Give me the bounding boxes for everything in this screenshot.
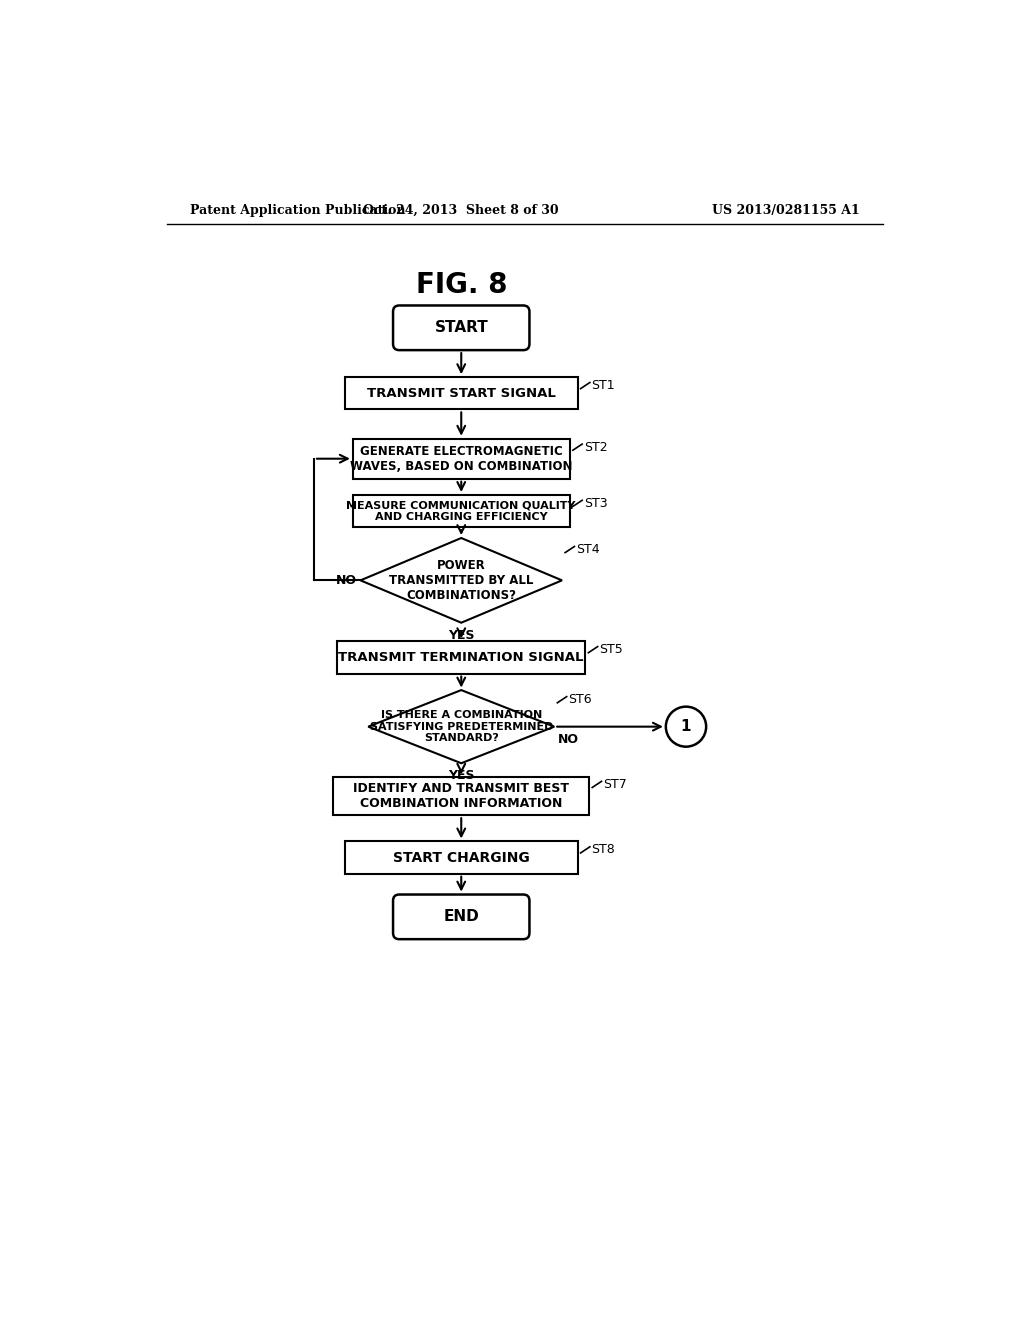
Text: Oct. 24, 2013  Sheet 8 of 30: Oct. 24, 2013 Sheet 8 of 30 bbox=[364, 205, 559, 218]
Text: Patent Application Publication: Patent Application Publication bbox=[190, 205, 406, 218]
Polygon shape bbox=[369, 690, 554, 763]
Bar bbox=[352, 438, 569, 479]
Text: IS THERE A COMBINATION
SATISFYING PREDETERMINED
STANDARD?: IS THERE A COMBINATION SATISFYING PREDET… bbox=[370, 710, 553, 743]
Text: START: START bbox=[434, 321, 488, 335]
Text: 1: 1 bbox=[681, 719, 691, 734]
Text: ST6: ST6 bbox=[568, 693, 592, 706]
Text: ST8: ST8 bbox=[592, 843, 615, 857]
Text: GENERATE ELECTROMAGNETIC
WAVES, BASED ON COMBINATION: GENERATE ELECTROMAGNETIC WAVES, BASED ON… bbox=[350, 445, 572, 473]
Text: START CHARGING: START CHARGING bbox=[393, 850, 529, 865]
Text: ST1: ST1 bbox=[592, 379, 615, 392]
Text: ST2: ST2 bbox=[584, 441, 607, 454]
Text: US 2013/0281155 A1: US 2013/0281155 A1 bbox=[712, 205, 859, 218]
Text: END: END bbox=[443, 909, 479, 924]
Text: ST7: ST7 bbox=[603, 777, 627, 791]
Text: ST3: ST3 bbox=[584, 496, 607, 510]
Circle shape bbox=[666, 706, 707, 747]
Text: ST4: ST4 bbox=[575, 543, 600, 556]
Bar bbox=[352, 495, 569, 527]
Text: TRANSMIT START SIGNAL: TRANSMIT START SIGNAL bbox=[367, 387, 556, 400]
Text: FIG. 8: FIG. 8 bbox=[416, 272, 507, 300]
FancyBboxPatch shape bbox=[393, 305, 529, 350]
Text: POWER
TRANSMITTED BY ALL
COMBINATIONS?: POWER TRANSMITTED BY ALL COMBINATIONS? bbox=[389, 558, 534, 602]
Polygon shape bbox=[360, 539, 562, 623]
Text: MEASURE COMMUNICATION QUALITY
AND CHARGING EFFICIENCY: MEASURE COMMUNICATION QUALITY AND CHARGI… bbox=[346, 500, 575, 521]
Text: NO: NO bbox=[558, 733, 580, 746]
Text: YES: YES bbox=[449, 770, 474, 781]
Bar bbox=[334, 776, 589, 816]
Text: IDENTIFY AND TRANSMIT BEST
COMBINATION INFORMATION: IDENTIFY AND TRANSMIT BEST COMBINATION I… bbox=[353, 781, 569, 810]
Text: ST5: ST5 bbox=[599, 643, 623, 656]
Bar bbox=[337, 642, 586, 673]
Bar bbox=[345, 841, 578, 874]
Text: NO: NO bbox=[336, 574, 356, 587]
Text: YES: YES bbox=[449, 628, 474, 642]
FancyBboxPatch shape bbox=[393, 895, 529, 940]
Bar bbox=[345, 378, 578, 409]
Text: TRANSMIT TERMINATION SIGNAL: TRANSMIT TERMINATION SIGNAL bbox=[339, 651, 584, 664]
